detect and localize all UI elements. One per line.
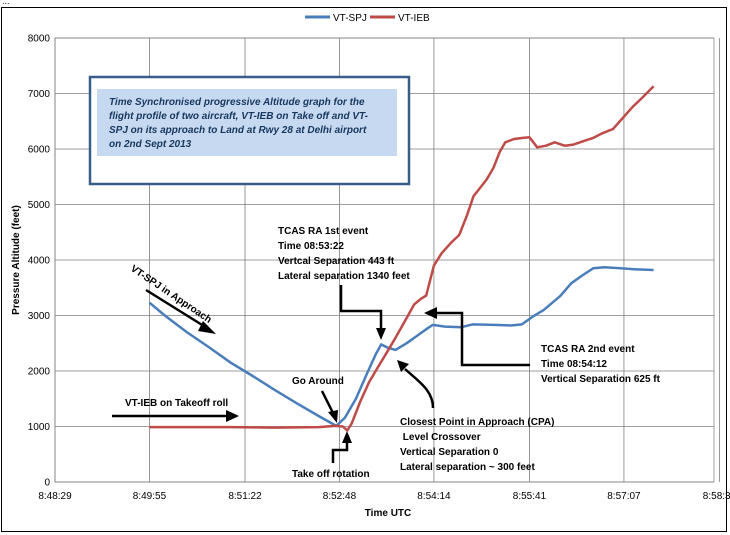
cpa-line-3: Vertical Separation 0	[400, 447, 499, 458]
arrow-tcas-2	[436, 311, 530, 367]
y-axis-title: Pressure Altitude (feet)	[11, 205, 22, 315]
top-cropped-label: ...	[2, 0, 10, 6]
tcas2-line-1: TCAS RA 2nd event	[541, 344, 635, 355]
y-tick-label: 4000	[28, 256, 51, 267]
legend: VT-SPJ VT-IEB	[305, 13, 430, 24]
arrow-takeoff-rotation-head	[342, 431, 352, 443]
arrow-tcas-1	[339, 285, 383, 330]
arrow-spj-approach	[145, 288, 208, 330]
arrow-spj-approach-head	[198, 321, 216, 334]
y-tick-label: 3000	[28, 311, 51, 322]
arrow-go-around-head	[328, 410, 338, 423]
x-tick-label: 8:58:34	[703, 491, 730, 502]
y-tick-label: 7000	[28, 89, 51, 100]
cpa-line-4: Lateral separation ~ 300 feet	[400, 462, 535, 473]
y-tick-label: 6000	[28, 145, 51, 156]
cpa-line-1: Closest Point in Approach (CPA)	[400, 417, 554, 428]
cpa-line-2: Level Crossover	[400, 432, 481, 443]
x-tick-label: 8:52:48	[323, 491, 357, 502]
tcas1-line-3: Vertcal Separation 443 ft	[278, 256, 395, 267]
label-ieb-takeoff: VT-IEB on Takeoff roll	[125, 398, 228, 409]
x-tick-label: 8:49:55	[133, 491, 167, 502]
y-tick-labels: 0 1000 2000 3000 4000 5000 6000 7000 8000	[28, 34, 51, 489]
arrow-tcas-1-head	[376, 328, 386, 340]
arrow-go-around	[320, 390, 335, 414]
y-tick-label: 0	[44, 478, 50, 489]
x-tick-label: 8:51:22	[228, 491, 262, 502]
annotation-cpa: Closest Point in Approach (CPA) Level Cr…	[400, 417, 554, 473]
y-tick-label: 5000	[28, 200, 51, 211]
grid	[54, 37, 720, 483]
arrow-takeoff-rotation	[331, 442, 349, 463]
tcas2-line-2: Time 08:54:12	[541, 359, 607, 370]
title-box: Time Synchronised progressive Altitude g…	[88, 75, 411, 186]
y-tick-label: 1000	[28, 422, 51, 433]
series-line-vt-spj	[148, 265, 654, 428]
tcas1-line-4: Lateral separation 1340 feet	[278, 271, 410, 282]
title-box-text: Time Synchronised progressive Altitude g…	[109, 97, 371, 150]
label-takeoff-rotation: Take off rotation	[292, 469, 370, 480]
x-tick-label: 8:57:07	[607, 491, 641, 502]
tcas2-line-3: Vertical Separation 625 ft	[541, 374, 661, 385]
x-axis-title: Time UTC	[365, 508, 412, 519]
annotation-tcas-2: TCAS RA 2nd event Time 08:54:12 Vertical…	[541, 344, 661, 385]
x-tick-label: 8:54:14	[417, 491, 451, 502]
x-tick-label: 8:55:41	[513, 491, 547, 502]
x-tick-label: 8:48:29	[38, 491, 72, 502]
series-line-vt-ieb	[149, 85, 655, 432]
tcas1-line-2: Time 08:53:22	[278, 241, 344, 252]
arrow-ieb-takeoff-head	[226, 410, 239, 422]
legend-label-vt-ieb: VT-IEB	[398, 13, 430, 24]
arrow-cpa	[404, 368, 435, 409]
annotation-tcas-1: TCAS RA 1st event Time 08:53:22 Vertcal …	[278, 226, 410, 282]
y-tick-label: 2000	[28, 367, 51, 378]
label-go-around: Go Around	[292, 376, 344, 387]
arrow-cpa-head	[397, 360, 409, 372]
y-tick-label: 8000	[28, 34, 51, 45]
tcas1-line-1: TCAS RA 1st event	[278, 226, 369, 237]
arrow-tcas-2-head	[424, 307, 437, 319]
x-tick-labels: 8:48:29 8:49:55 8:51:22 8:52:48 8:54:14 8:55:…	[38, 491, 730, 502]
legend-label-vt-spj: VT-SPJ	[333, 13, 367, 24]
